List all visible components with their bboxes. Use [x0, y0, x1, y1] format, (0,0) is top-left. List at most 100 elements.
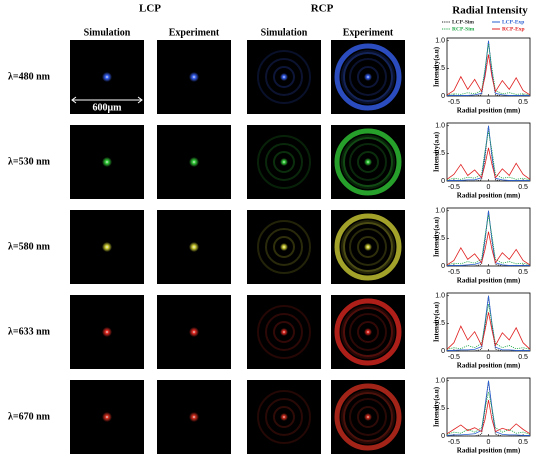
y-tick-label: 0.5: [435, 235, 445, 242]
ring: [257, 305, 311, 359]
x-tick-label: 0.5: [518, 269, 528, 276]
ring: [265, 398, 303, 436]
ring: [273, 406, 295, 428]
x-tick-label: -0.5: [448, 354, 460, 361]
ring: [265, 313, 303, 351]
lcp-header: LCP: [139, 3, 161, 15]
x-tick-label: 0: [487, 439, 491, 446]
focal-spot: [280, 328, 288, 336]
y-axis-label: Intensity(a.u): [433, 301, 441, 342]
focal-spot: [189, 72, 199, 82]
y-tick-label: 0: [441, 348, 445, 355]
focal-spot: [280, 73, 288, 81]
legend-label: RCP-Sim: [452, 26, 475, 32]
ring: [273, 151, 295, 173]
y-tick-label: 0.5: [435, 65, 445, 72]
series-line: [447, 295, 530, 351]
ring: [341, 305, 395, 359]
outer-ring: [334, 383, 402, 451]
outer-ring: [334, 213, 402, 281]
plot-frame: [446, 207, 531, 267]
x-tick-label: -0.5: [448, 184, 460, 191]
focal-spot: [280, 243, 288, 251]
focal-spot: [189, 412, 199, 422]
ring: [357, 406, 379, 428]
x-tick-label: 0: [487, 354, 491, 361]
focal-spot: [189, 327, 199, 337]
y-tick-label: 0.5: [435, 320, 445, 327]
focal-spot: [364, 413, 372, 421]
ring: [341, 50, 395, 104]
radial-header: Radial Intensity: [452, 5, 528, 17]
plot-frame: [446, 377, 531, 437]
series-line: [446, 131, 531, 181]
y-tick-label: 0: [441, 433, 445, 440]
y-axis-label: Intensity(a.u): [433, 131, 441, 172]
y-tick-label: 1.0: [435, 208, 445, 215]
ring: [349, 228, 387, 266]
y-tick-label: 1.0: [435, 293, 445, 300]
focal-spot: [102, 72, 112, 82]
ring: [357, 151, 379, 173]
ring: [257, 220, 311, 274]
series-line: [447, 125, 530, 182]
column-title: Experiment: [343, 27, 394, 38]
y-tick-label: 1.0: [435, 123, 445, 130]
y-axis-label: Intensity(a.u): [433, 386, 441, 427]
y-tick-label: 1.0: [435, 378, 445, 385]
series-line: [446, 147, 531, 180]
outer-ring: [334, 298, 402, 366]
series-line: [447, 210, 530, 266]
y-axis-label: Intensity(a.u): [433, 46, 441, 87]
ring: [343, 307, 393, 357]
ring: [349, 398, 387, 436]
y-tick-label: 0.5: [435, 405, 445, 412]
focal-spot: [280, 413, 288, 421]
x-tick-label: 0: [487, 184, 491, 191]
ring: [265, 58, 303, 96]
x-tick-label: 0.5: [518, 354, 528, 361]
y-tick-label: 0: [441, 93, 445, 100]
focal-spot: [364, 158, 372, 166]
x-axis-label: Radial position (mm): [457, 192, 521, 200]
series-line: [446, 303, 531, 350]
series-line: [447, 40, 530, 96]
ring: [343, 137, 393, 187]
outer-ring: [334, 43, 402, 111]
row-label: λ=633 nm: [8, 326, 51, 337]
x-tick-label: -0.5: [448, 269, 460, 276]
ring: [273, 321, 295, 343]
ring: [341, 220, 395, 274]
x-tick-label: -0.5: [448, 439, 460, 446]
ring: [349, 143, 387, 181]
focal-spot: [102, 412, 112, 422]
outer-ring: [334, 128, 402, 196]
series-line: [447, 40, 530, 97]
focal-spot: [189, 242, 199, 252]
x-axis-label: Radial position (mm): [457, 362, 521, 370]
ring: [257, 50, 311, 104]
x-tick-label: 0: [487, 99, 491, 106]
x-tick-label: 0.5: [518, 99, 528, 106]
ring: [349, 313, 387, 351]
legend-label: LCP-Exp: [502, 19, 524, 25]
focal-spot: [102, 157, 112, 167]
column-title: Simulation: [84, 27, 131, 38]
ring: [357, 321, 379, 343]
ring: [349, 58, 387, 96]
x-tick-label: 0.5: [518, 439, 528, 446]
row-label: λ=580 nm: [8, 241, 51, 252]
y-tick-label: 0: [441, 178, 445, 185]
focal-spot: [364, 328, 372, 336]
ring: [257, 390, 311, 444]
series-line: [446, 380, 530, 436]
x-tick-label: -0.5: [448, 99, 460, 106]
legend-label: LCP-Sim: [452, 19, 474, 25]
focal-spot: [102, 327, 112, 337]
ring: [273, 66, 295, 88]
plot-frame: [446, 37, 531, 97]
ring: [257, 135, 311, 189]
column-title: Experiment: [169, 27, 220, 38]
series-line: [446, 312, 531, 350]
